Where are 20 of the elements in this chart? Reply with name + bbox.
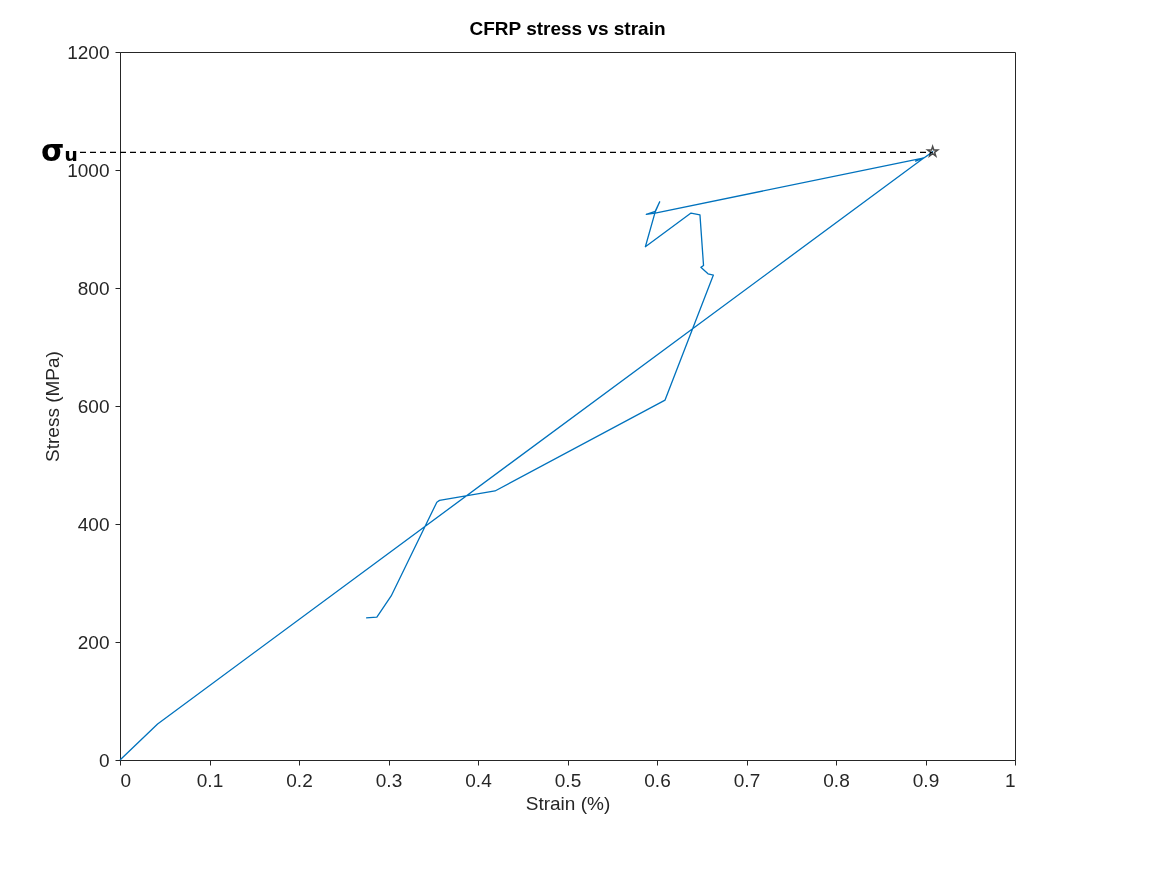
x-tick-label: 0.9: [912, 769, 940, 791]
y-tick-label: 800: [77, 277, 110, 299]
y-tick-label: 400: [77, 513, 110, 535]
x-tick-label: 0.5: [554, 769, 582, 791]
y-tick-label: 1200: [67, 41, 110, 63]
y-tick-label: 0: [98, 749, 110, 771]
x-tick-label: 0.8: [823, 769, 850, 791]
chart-title: CFRP stress vs strain: [469, 18, 666, 39]
y-axis-title: Stress (MPa): [42, 351, 64, 462]
y-tick-label: 200: [77, 631, 110, 653]
x-tick-label: 0.1: [196, 769, 224, 791]
x-tick-label: 0.6: [644, 769, 671, 791]
x-tick-label: 1: [1004, 769, 1016, 791]
x-tick-label: 0.7: [733, 769, 761, 791]
x-tick-label: 0.4: [465, 769, 493, 791]
x-tick-label: 0.3: [375, 769, 403, 791]
x-axis-title: Strain (%): [525, 792, 611, 814]
x-tick-label: 0: [120, 769, 132, 791]
x-tick-label: 0.2: [286, 769, 313, 791]
y-tick-label: 600: [77, 395, 110, 417]
